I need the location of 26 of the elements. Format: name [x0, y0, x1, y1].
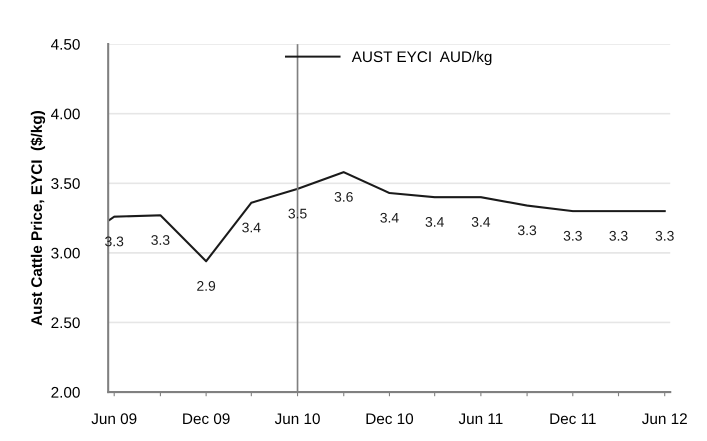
data-label: 3.4 [472, 217, 490, 227]
y-tick-label: 2.50 [51, 317, 80, 328]
y-tick-label: 4.50 [51, 38, 80, 50]
y-tick-label: 4.00 [51, 108, 80, 120]
y-tick-label: 3.50 [51, 178, 80, 189]
data-label: 3.3 [518, 225, 536, 236]
legend-label: AUST EYCI AUD/kg [352, 50, 492, 66]
data-label: 3.4 [426, 217, 444, 227]
data-label: 3.6 [334, 192, 353, 202]
x-tick-label: Jun 12 [642, 413, 687, 424]
y-axis-title: Aust Cattle Price, EYCI ($/kg) [30, 111, 46, 326]
data-label: 3.3 [656, 230, 674, 241]
data-label: 3.3 [609, 230, 628, 241]
data-label: 3.4 [242, 222, 261, 232]
x-tick-label: Jun 09 [92, 413, 136, 424]
x-tick-label: Dec 11 [550, 413, 596, 424]
y-tick-label: 3.00 [51, 248, 80, 259]
y-tick-label: 2.00 [51, 386, 80, 398]
x-tick-label: Dec 10 [366, 413, 414, 424]
data-label: 3.4 [380, 212, 399, 223]
x-tick-label: Jun 10 [274, 413, 320, 424]
data-label: 3.3 [564, 230, 582, 241]
x-tick-label: Jun 11 [458, 413, 502, 424]
x-tick-label: Dec 09 [183, 413, 230, 424]
data-label: 3.3 [151, 235, 170, 245]
data-label: 2.9 [197, 281, 216, 291]
